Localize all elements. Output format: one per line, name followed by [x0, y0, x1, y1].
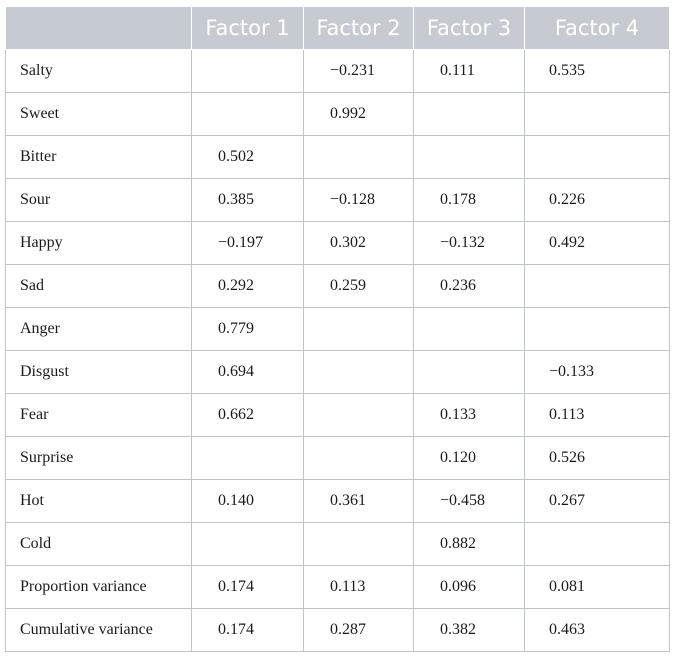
header-row: Factor 1 Factor 2 Factor 3 Factor 4 [5, 6, 670, 50]
cell-factor-2: 0.992 [303, 92, 414, 136]
cell-factor-4: 0.226 [524, 178, 670, 222]
table-row: Sweet 0.992 [5, 92, 670, 136]
row-label: Sour [5, 178, 192, 222]
table-row: Cold 0.882 [5, 522, 670, 566]
table-row: Hot 0.140 0.361 −0.458 0.267 [5, 479, 670, 523]
cell-factor-2: 0.259 [303, 264, 414, 308]
cell-factor-3: 0.120 [413, 436, 525, 480]
table-body: Salty −0.231 0.111 0.535 Sweet 0.992 Bit… [5, 49, 670, 652]
table-row: Fear 0.662 0.133 0.113 [5, 393, 670, 437]
cell-factor-3: −0.132 [413, 221, 525, 265]
cell-factor-4: −0.133 [524, 350, 670, 394]
row-label: Cold [5, 522, 192, 566]
cell-factor-1: 0.779 [191, 307, 304, 351]
cell-factor-3: 0.178 [413, 178, 525, 222]
cell-factor-2: 0.361 [303, 479, 414, 523]
cell-factor-4 [524, 92, 670, 136]
cell-factor-2 [303, 393, 414, 437]
cell-factor-2: 0.302 [303, 221, 414, 265]
cell-factor-2 [303, 436, 414, 480]
cell-factor-1 [191, 92, 304, 136]
cell-factor-1: 0.502 [191, 135, 304, 179]
cell-factor-2 [303, 135, 414, 179]
cell-factor-1: 0.174 [191, 608, 304, 652]
row-label: Sweet [5, 92, 192, 136]
table-row: Bitter 0.502 [5, 135, 670, 179]
cell-factor-4: 0.535 [524, 49, 670, 93]
cell-factor-1 [191, 49, 304, 93]
cell-factor-3: 0.096 [413, 565, 525, 609]
cell-factor-1: 0.292 [191, 264, 304, 308]
cell-factor-2 [303, 522, 414, 566]
cell-factor-2: −0.128 [303, 178, 414, 222]
cell-factor-4 [524, 307, 670, 351]
cell-factor-1: 0.662 [191, 393, 304, 437]
table-row: Salty −0.231 0.111 0.535 [5, 49, 670, 93]
cell-factor-3 [413, 135, 525, 179]
factor-loadings-table: Factor 1 Factor 2 Factor 3 Factor 4 Salt… [5, 6, 670, 652]
cell-factor-2: 0.287 [303, 608, 414, 652]
row-label: Fear [5, 393, 192, 437]
cell-factor-1: −0.197 [191, 221, 304, 265]
cell-factor-4 [524, 522, 670, 566]
row-label: Hot [5, 479, 192, 523]
header-factor-4: Factor 4 [524, 6, 670, 50]
cell-factor-3: 0.111 [413, 49, 525, 93]
header-cell-empty [5, 6, 192, 50]
cell-factor-3 [413, 92, 525, 136]
cell-factor-1: 0.385 [191, 178, 304, 222]
row-label: Anger [5, 307, 192, 351]
cell-factor-1: 0.140 [191, 479, 304, 523]
row-label: Bitter [5, 135, 192, 179]
cell-factor-3: 0.882 [413, 522, 525, 566]
cell-factor-4 [524, 135, 670, 179]
factor-loadings-table-container: Factor 1 Factor 2 Factor 3 Factor 4 Salt… [5, 6, 670, 652]
header-factor-1: Factor 1 [191, 6, 304, 50]
cell-factor-4 [524, 264, 670, 308]
row-label: Sad [5, 264, 192, 308]
table-row: Sad 0.292 0.259 0.236 [5, 264, 670, 308]
cell-factor-3: −0.458 [413, 479, 525, 523]
cell-factor-2: 0.113 [303, 565, 414, 609]
cell-factor-3: 0.236 [413, 264, 525, 308]
table-row: Happy −0.197 0.302 −0.132 0.492 [5, 221, 670, 265]
cell-factor-4: 0.267 [524, 479, 670, 523]
row-label: Surprise [5, 436, 192, 480]
cell-factor-3: 0.382 [413, 608, 525, 652]
table-row: Proportion variance 0.174 0.113 0.096 0.… [5, 565, 670, 609]
cell-factor-4: 0.113 [524, 393, 670, 437]
cell-factor-1 [191, 522, 304, 566]
row-label: Disgust [5, 350, 192, 394]
cell-factor-4: 0.492 [524, 221, 670, 265]
cell-factor-3: 0.133 [413, 393, 525, 437]
cell-factor-4: 0.526 [524, 436, 670, 480]
table-row: Anger 0.779 [5, 307, 670, 351]
cell-factor-1: 0.694 [191, 350, 304, 394]
cell-factor-3 [413, 350, 525, 394]
table-row: Disgust 0.694 −0.133 [5, 350, 670, 394]
cell-factor-4: 0.463 [524, 608, 670, 652]
table-row: Cumulative variance 0.174 0.287 0.382 0.… [5, 608, 670, 652]
table-row: Sour 0.385 −0.128 0.178 0.226 [5, 178, 670, 222]
cell-factor-2: −0.231 [303, 49, 414, 93]
cell-factor-4: 0.081 [524, 565, 670, 609]
row-label: Cumulative variance [5, 608, 192, 652]
cell-factor-1 [191, 436, 304, 480]
cell-factor-3 [413, 307, 525, 351]
cell-factor-2 [303, 350, 414, 394]
row-label: Salty [5, 49, 192, 93]
header-factor-2: Factor 2 [303, 6, 414, 50]
table-row: Surprise 0.120 0.526 [5, 436, 670, 480]
header-factor-3: Factor 3 [413, 6, 525, 50]
cell-factor-1: 0.174 [191, 565, 304, 609]
cell-factor-2 [303, 307, 414, 351]
row-label: Proportion variance [5, 565, 192, 609]
row-label: Happy [5, 221, 192, 265]
